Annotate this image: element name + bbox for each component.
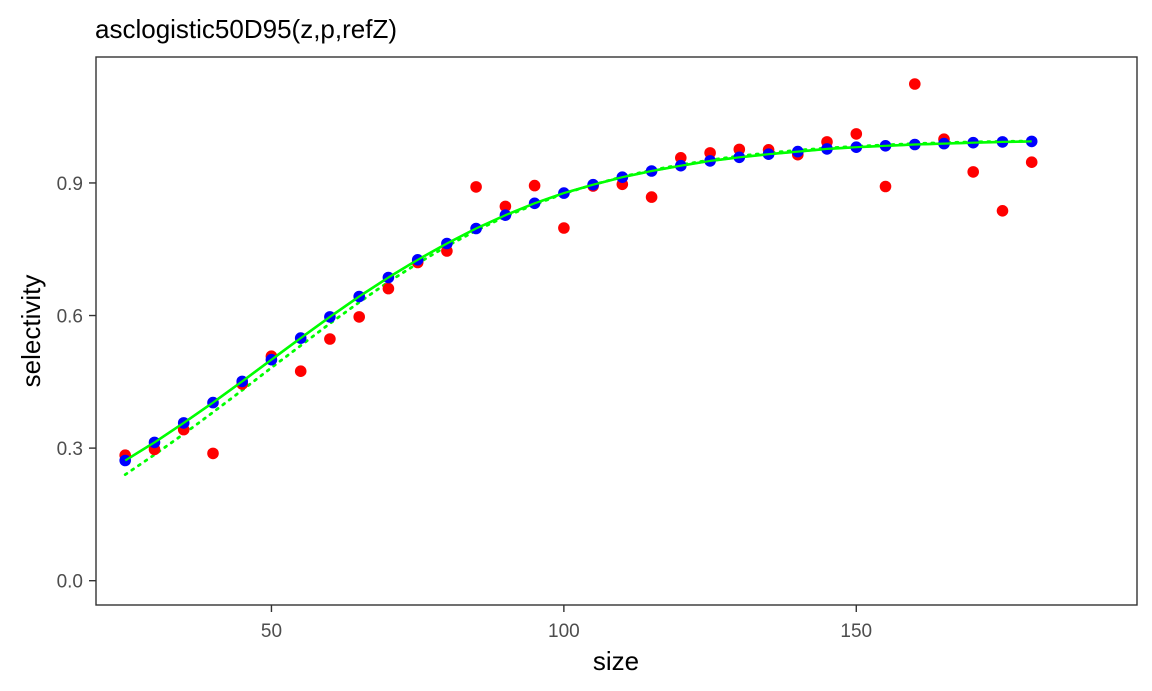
y-axis: 0.0 0.3 0.6 0.9 xyxy=(57,174,96,593)
point-observed xyxy=(1025,156,1038,168)
points-layer xyxy=(119,78,1038,467)
series-line-fitted-overlay xyxy=(124,140,1032,462)
plot-border xyxy=(95,56,1138,606)
point-observed xyxy=(207,447,219,460)
point-observed xyxy=(324,333,336,345)
point-observed xyxy=(645,191,658,203)
y-tick-label: 0.9 xyxy=(57,174,83,195)
point-observed xyxy=(353,311,366,323)
point-observed xyxy=(850,128,863,140)
point-observed xyxy=(382,282,395,295)
point-observed xyxy=(909,78,921,90)
point-observed xyxy=(558,222,570,234)
y-axis-title: selectivity xyxy=(16,275,46,388)
x-tick-label: 150 xyxy=(840,621,872,642)
point-observed xyxy=(499,200,512,213)
point-observed xyxy=(879,180,892,193)
point-observed xyxy=(528,179,541,192)
x-axis: 50 100 150 xyxy=(261,605,872,642)
chart-title: asclogistic50D95(z,p,refZ) xyxy=(95,14,397,44)
plot-area xyxy=(95,56,1138,606)
plot-panel xyxy=(96,57,1137,605)
point-observed xyxy=(704,147,716,159)
y-tick-label: 0.0 xyxy=(57,572,83,593)
point-observed xyxy=(996,205,1009,217)
point-observed xyxy=(294,365,307,378)
x-axis-title: size xyxy=(593,646,639,676)
point-observed xyxy=(470,181,482,193)
point-observed xyxy=(967,166,979,178)
y-tick-label: 0.6 xyxy=(57,307,83,328)
x-tick-label: 50 xyxy=(261,621,282,642)
x-tick-label: 100 xyxy=(548,621,580,642)
y-tick-label: 0.3 xyxy=(57,439,83,460)
